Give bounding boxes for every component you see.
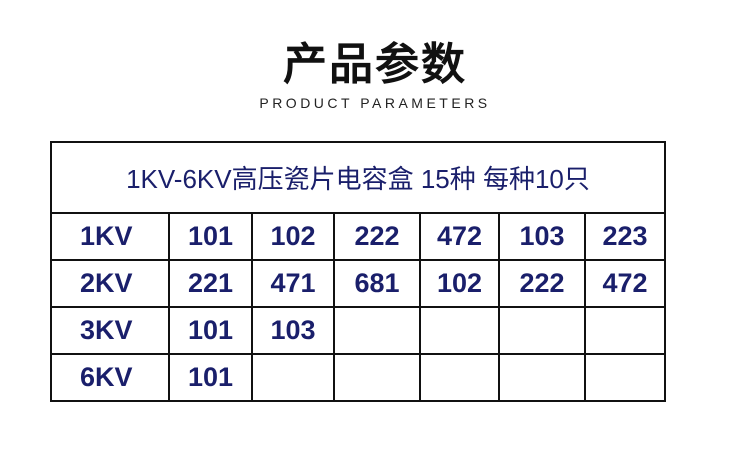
capacitance-cell: 681 xyxy=(333,259,421,308)
voltage-label: 3KV xyxy=(50,306,170,355)
capacitance-cell xyxy=(251,353,335,402)
capacitance-cell xyxy=(498,353,586,402)
table-row: 6KV 101 xyxy=(50,353,666,402)
capacitance-cell xyxy=(333,306,421,355)
capacitance-cell xyxy=(584,353,666,402)
capacitance-cell xyxy=(419,353,500,402)
capacitance-cell: 221 xyxy=(168,259,253,308)
table-row: 3KV 101 103 xyxy=(50,306,666,355)
capacitance-cell: 101 xyxy=(168,353,253,402)
capacitance-cell: 472 xyxy=(419,212,500,261)
page-subtitle: PRODUCT PARAMETERS xyxy=(259,95,491,111)
capacitance-cell: 101 xyxy=(168,306,253,355)
capacitance-cell: 471 xyxy=(251,259,335,308)
capacitance-cell: 102 xyxy=(251,212,335,261)
capacitance-cell: 103 xyxy=(251,306,335,355)
table-caption: 1KV-6KV高压瓷片电容盒 15种 每种10只 xyxy=(50,141,666,214)
table-row: 2KV 221 471 681 102 222 472 xyxy=(50,259,666,308)
voltage-label: 6KV xyxy=(50,353,170,402)
capacitance-cell xyxy=(333,353,421,402)
capacitance-cell xyxy=(498,306,586,355)
capacitance-cell xyxy=(419,306,500,355)
voltage-label: 2KV xyxy=(50,259,170,308)
parameters-table: 1KV-6KV高压瓷片电容盒 15种 每种10只 1KV 101 102 222 472… xyxy=(50,141,666,402)
table-row: 1KV 101 102 222 472 103 223 xyxy=(50,212,666,261)
capacitance-cell: 103 xyxy=(498,212,586,261)
capacitance-cell: 223 xyxy=(584,212,666,261)
capacitance-cell: 472 xyxy=(584,259,666,308)
capacitance-cell: 222 xyxy=(333,212,421,261)
capacitance-cell xyxy=(584,306,666,355)
voltage-label: 1KV xyxy=(50,212,170,261)
capacitance-cell: 101 xyxy=(168,212,253,261)
page-title: 产品参数 xyxy=(283,39,467,90)
capacitance-cell: 222 xyxy=(498,259,586,308)
capacitance-cell: 102 xyxy=(419,259,500,308)
